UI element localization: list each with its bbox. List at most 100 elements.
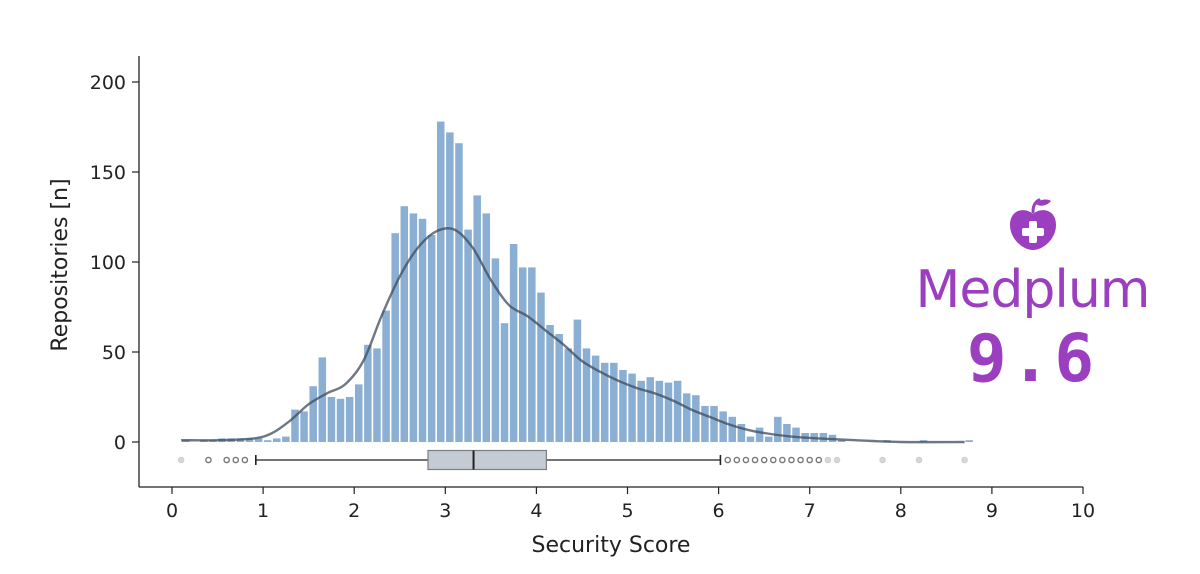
histogram-bar [400, 206, 409, 442]
boxplot-outlier [742, 456, 750, 464]
boxplot-outlier [223, 456, 230, 464]
histogram-bar [637, 380, 645, 442]
histogram-bar [245, 438, 254, 442]
histogram-bar [518, 267, 527, 442]
histogram-bar [755, 427, 764, 442]
histogram-bar [655, 380, 664, 442]
boxplot-outlier [961, 456, 968, 464]
x-tick-label: 6 [713, 500, 725, 522]
boxplot-box [427, 449, 548, 471]
histogram-bar [382, 310, 390, 442]
x-tick-label: 5 [621, 500, 633, 522]
histogram-bar [500, 323, 509, 442]
histogram-bar [682, 393, 691, 442]
histogram-bar [573, 319, 582, 442]
boxplot-outlier [797, 456, 804, 464]
histogram-bar [619, 370, 627, 442]
histogram-bar [355, 384, 363, 442]
x-tick-label: 1 [257, 500, 269, 522]
boxplot-outlier [241, 456, 249, 464]
y-tick-label: 200 [90, 72, 126, 94]
histogram-bar [610, 362, 618, 442]
histogram-bar [728, 416, 737, 442]
histogram-bar [837, 440, 846, 442]
histogram-bar [482, 213, 491, 442]
y-tick-label: 150 [90, 162, 126, 184]
histogram-bar [600, 362, 609, 442]
histogram-bar [446, 132, 454, 442]
boxplot-outlier [769, 456, 777, 464]
y-tick-label: 0 [114, 432, 126, 454]
histogram-bar [673, 380, 682, 442]
x-tick-label: 9 [986, 500, 998, 522]
histogram-bar [701, 406, 709, 442]
histogram-bar [628, 373, 636, 442]
kde-curve [181, 226, 965, 444]
boxplot-outlier [751, 456, 759, 464]
histogram-bar [345, 397, 354, 442]
boxplot-outlier [205, 456, 212, 464]
histogram-bar [327, 397, 336, 442]
x-tick-label: 8 [895, 500, 907, 522]
boxplot-outlier [806, 456, 814, 464]
histogram-bar [263, 440, 272, 442]
histogram-bar [555, 334, 563, 442]
boxplot-outlier [760, 456, 768, 464]
histogram-bar [464, 229, 472, 442]
histogram-bar [792, 427, 800, 442]
histogram-bar [564, 348, 573, 442]
histogram-bar [582, 348, 591, 442]
histogram-bar [692, 395, 700, 442]
histogram-bar [546, 325, 554, 442]
y-tick-label: 50 [102, 342, 126, 364]
histogram-bar [300, 411, 308, 442]
x-tick-label: 2 [348, 500, 360, 522]
histogram-bar [309, 386, 317, 442]
x-tick-label: 7 [804, 500, 816, 522]
boxplot-outlier [177, 456, 185, 464]
histogram-bar [664, 382, 673, 442]
boxplot-outlier [815, 456, 823, 464]
x-axis-label: Security Score [532, 533, 691, 558]
y-axis-label: Repositories [n] [48, 178, 73, 351]
histogram-bar [591, 355, 600, 442]
boxplot-outlier [915, 456, 923, 464]
x-tick-label: 3 [439, 500, 451, 522]
histogram-bar [746, 436, 755, 442]
brand-panel: Medplum 9.6 [905, 198, 1160, 394]
x-tick-label: 10 [1071, 500, 1095, 522]
histogram-bar [318, 357, 327, 442]
histogram-bar [737, 424, 746, 442]
histogram-bar [418, 218, 427, 442]
boxplot-outlier [879, 456, 886, 464]
y-tick-label: 100 [90, 252, 126, 274]
histogram-bar [491, 258, 500, 442]
histogram-bar [783, 424, 791, 442]
boxplot-outlier [733, 456, 741, 464]
apple-medical-cross-icon [1009, 198, 1056, 250]
brand-name: Medplum [915, 260, 1151, 320]
histogram-bar [965, 440, 973, 442]
boxplot-outlier [724, 456, 732, 464]
histogram-bar [364, 344, 372, 442]
histogram-bar [528, 267, 536, 442]
histogram-bar [764, 436, 773, 442]
boxplot-outlier [779, 456, 786, 464]
histogram-bar [455, 143, 463, 442]
boxplot [177, 449, 968, 471]
histogram-bar [537, 292, 545, 442]
x-tick-label: 4 [530, 500, 542, 522]
boxplot-outlier [824, 456, 832, 464]
histogram-bar [391, 233, 399, 442]
histogram-bar [436, 121, 445, 442]
histogram-bar [646, 377, 655, 442]
brand-security-score: 9.6 [966, 320, 1099, 397]
histogram-bars [181, 121, 973, 442]
histogram-bar [473, 195, 481, 442]
histogram-bar [509, 244, 518, 442]
histogram-bar [427, 235, 436, 442]
histogram-bar [291, 409, 299, 442]
histogram-bar [273, 438, 281, 442]
